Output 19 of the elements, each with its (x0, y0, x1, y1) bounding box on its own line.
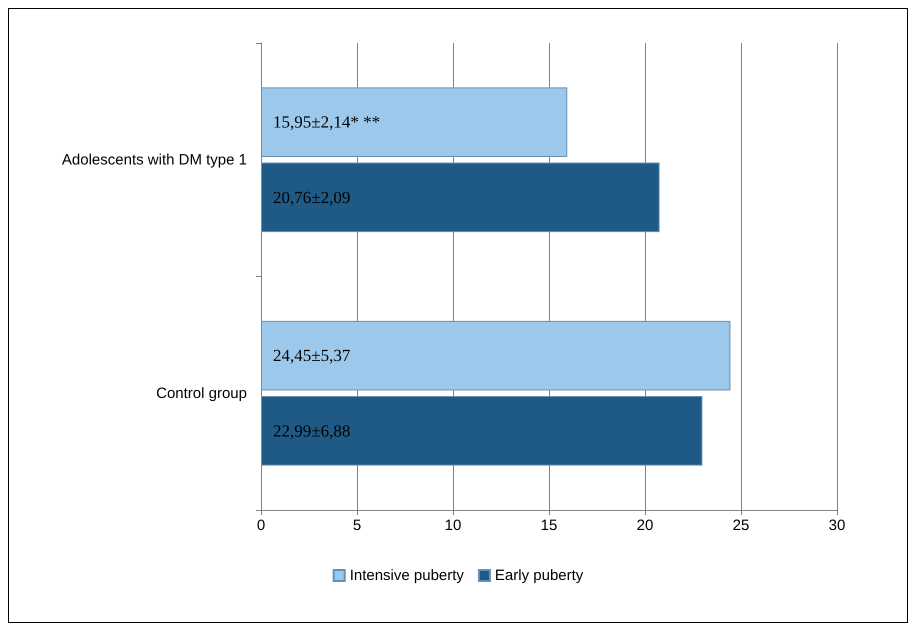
bar (261, 162, 660, 232)
data-label: 22,99±6,88 (273, 421, 350, 440)
data-label: 20,76±2,09 (273, 188, 350, 207)
legend-label: Early puberty (494, 567, 584, 584)
x-tick-label: 5 (352, 517, 362, 534)
legend-label: Intensive puberty (350, 567, 464, 584)
data-label: 24,45±5,37 (273, 346, 351, 366)
x-tick-label: 25 (732, 517, 750, 534)
x-tick-label: 20 (636, 517, 654, 534)
y-tick-label: Adolescents with DM type 1 (62, 151, 247, 168)
x-tick-label: 0 (256, 517, 266, 534)
bar (261, 87, 568, 157)
x-tick-label: 15 (540, 517, 558, 534)
x-tick-label: 10 (444, 517, 462, 534)
x-tick-label: 30 (828, 517, 846, 534)
bar (261, 320, 730, 390)
data-label: 15,95±2,14* ** (273, 112, 380, 132)
y-tick-label: Control group (156, 384, 247, 402)
bar (261, 396, 702, 466)
